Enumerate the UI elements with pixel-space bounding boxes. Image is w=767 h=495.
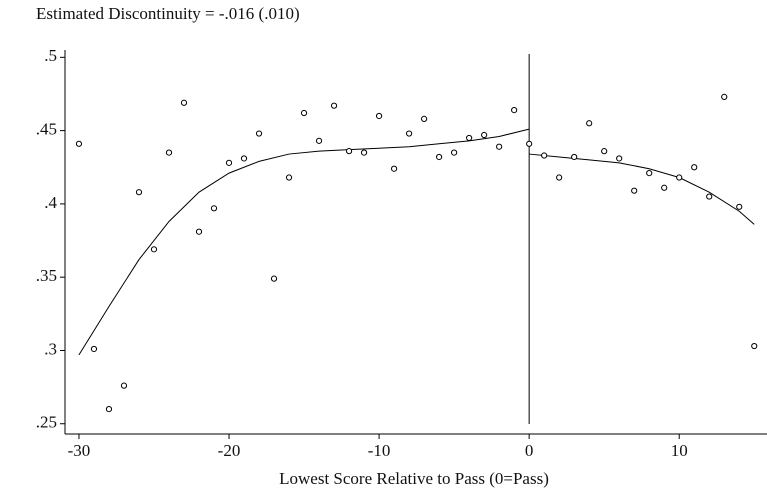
data-point	[466, 134, 473, 142]
data-point	[150, 246, 158, 253]
data-point	[180, 99, 188, 106]
y-tick-label: .3	[44, 339, 57, 358]
data-point	[646, 170, 653, 177]
data-point	[405, 130, 413, 137]
data-point	[481, 131, 488, 139]
x-tick-label: -30	[68, 441, 91, 460]
data-point	[721, 93, 728, 101]
data-point	[75, 140, 83, 147]
data-point	[421, 115, 428, 122]
data-point	[436, 153, 443, 161]
chart-title: Estimated Discontinuity = -.016 (.010)	[36, 4, 300, 23]
data-point	[676, 174, 683, 181]
data-point	[390, 165, 398, 172]
y-tick-label: .25	[36, 413, 57, 432]
data-point	[120, 382, 128, 389]
data-point	[451, 149, 458, 156]
data-point	[496, 143, 503, 150]
data-point	[661, 184, 668, 191]
data-point	[210, 205, 218, 212]
data-point	[375, 112, 383, 120]
x-tick-label: 0	[525, 441, 534, 460]
x-tick-label: 10	[671, 441, 688, 460]
y-tick-label: .4	[44, 193, 57, 212]
data-point	[736, 203, 743, 210]
data-point	[751, 342, 758, 350]
data-point	[631, 187, 638, 194]
y-tick-label: .35	[36, 266, 57, 285]
y-tick-label: .5	[44, 46, 57, 65]
data-point	[225, 159, 233, 166]
data-point	[255, 130, 263, 137]
fit-line	[529, 153, 755, 225]
data-point	[586, 120, 593, 127]
x-tick-label: -20	[218, 441, 241, 460]
x-axis-label: Lowest Score Relative to Pass (0=Pass)	[279, 469, 549, 488]
data-point	[616, 155, 623, 162]
data-point	[556, 174, 563, 181]
data-point	[300, 109, 308, 117]
data-point	[285, 174, 293, 181]
data-point	[135, 189, 143, 196]
data-point	[601, 148, 608, 155]
data-point	[526, 140, 533, 147]
data-point	[90, 345, 98, 353]
data-point	[511, 106, 518, 114]
data-point	[165, 149, 173, 156]
data-point	[240, 155, 248, 162]
data-point	[706, 193, 713, 200]
fit-line	[78, 128, 530, 356]
data-point	[345, 148, 353, 155]
data-point	[691, 164, 698, 171]
data-point	[315, 137, 323, 144]
data-point	[195, 228, 203, 235]
data-point	[270, 275, 278, 282]
data-point	[330, 102, 338, 109]
x-tick-label: -10	[368, 441, 391, 460]
data-point	[571, 153, 578, 161]
y-tick-label: .45	[36, 120, 57, 139]
data-point	[105, 405, 113, 413]
data-point	[360, 149, 368, 156]
data-point	[541, 152, 548, 159]
